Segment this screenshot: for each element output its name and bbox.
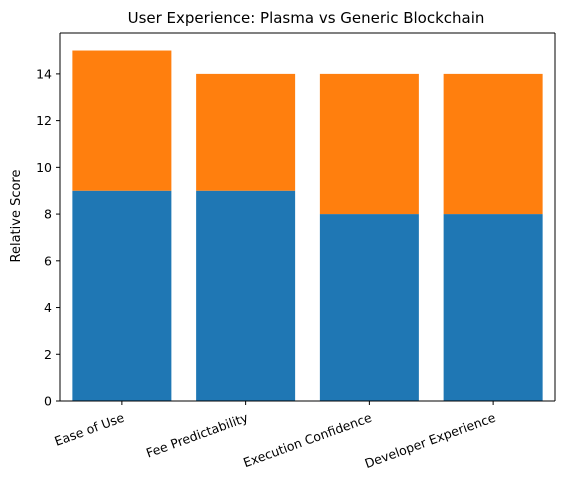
bar-top-2 [319,73,419,215]
y-tick-label-2: 4 [44,300,52,315]
y-tick-label-6: 12 [36,113,52,128]
plot-area: 0 2 4 6 8 10 12 14 Ease of Use Fee Predictability… [36,32,556,471]
bar-bottom-1 [196,190,296,401]
x-tick-label-3: Developer Experience [363,410,498,471]
bar-bottom-3 [443,214,543,401]
bar-top-3 [443,73,543,215]
bar-top-1 [196,73,296,191]
chart-title: User Experience: Plasma vs Generic Block… [128,9,485,27]
bar-bottom-2 [319,214,419,401]
y-axis-label: Relative Score [9,170,24,263]
x-tick-label-2: Execution Confidence [241,410,374,471]
bar-bottom-0 [72,190,172,401]
x-tick-label-0: Ease of Use [52,410,126,449]
x-tick-label-1: Fee Predictability [144,410,250,461]
y-tick-label-7: 14 [36,66,52,81]
y-tick-label-0: 0 [44,394,52,409]
y-tick-label-4: 8 [44,207,52,222]
bar-top-0 [72,50,172,191]
y-tick-label-3: 6 [44,253,52,268]
y-tick-label-5: 10 [36,160,52,175]
y-tick-label-1: 2 [44,347,52,362]
